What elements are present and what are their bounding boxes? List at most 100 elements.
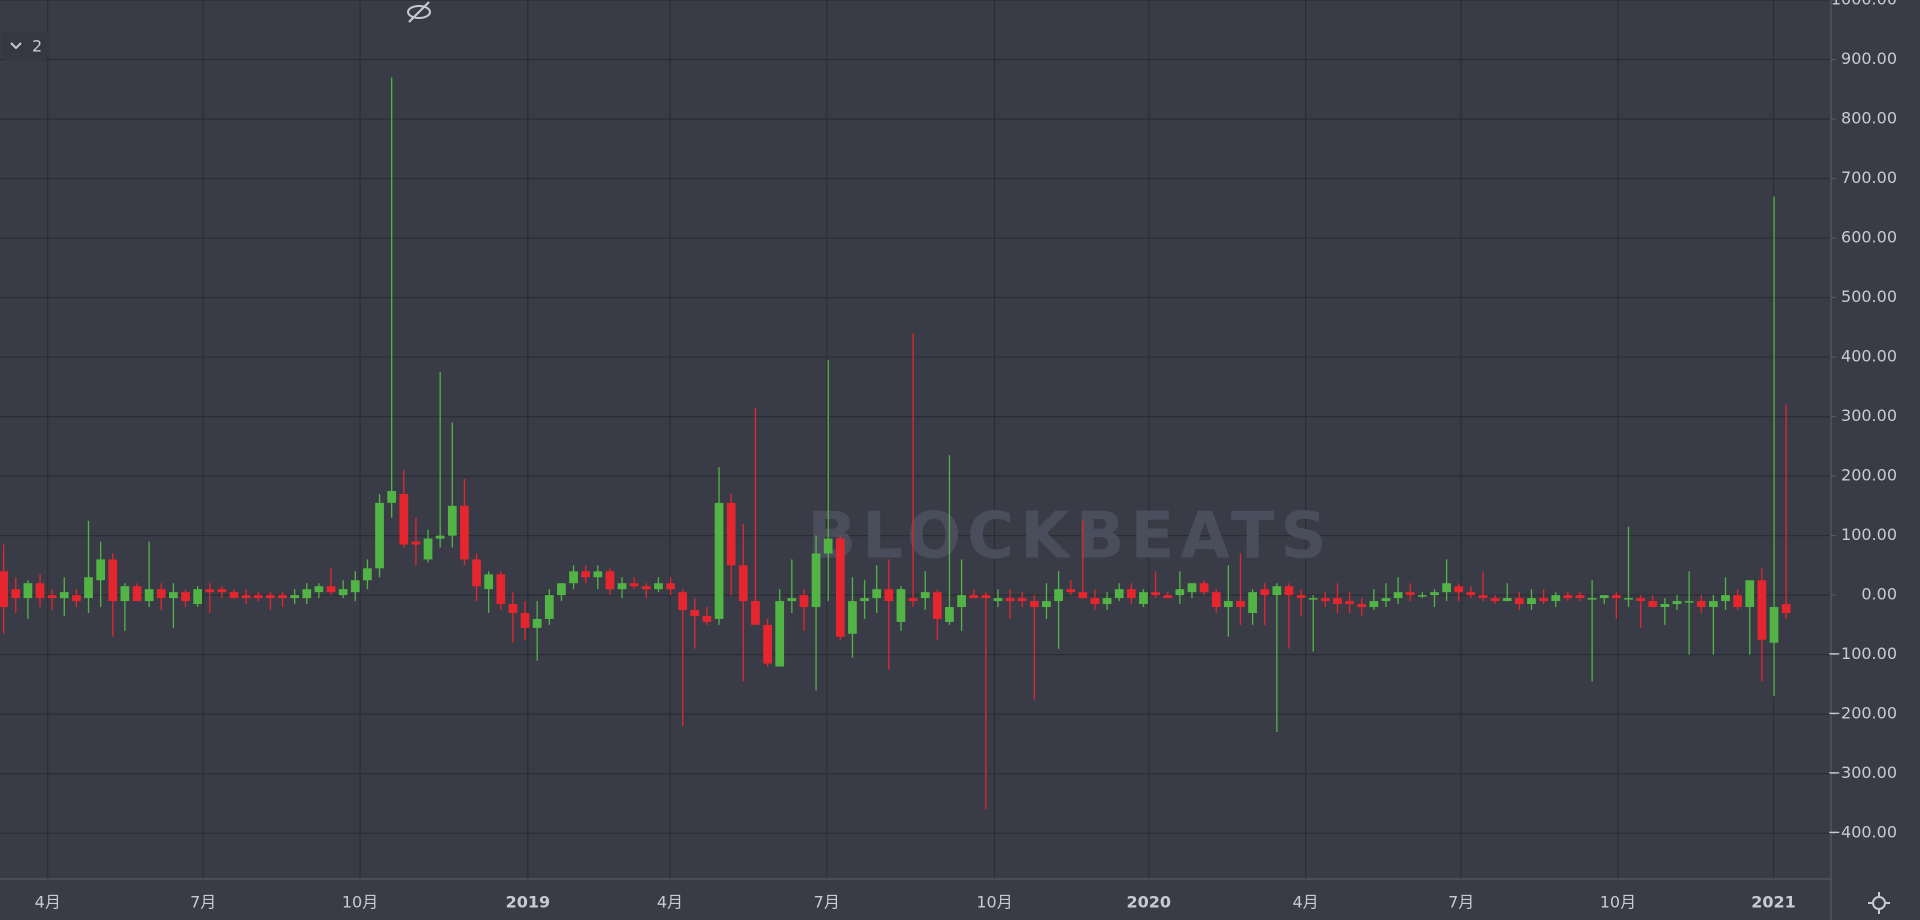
candle-body (763, 624, 772, 664)
candle-body (641, 586, 651, 590)
candle-body (35, 583, 45, 599)
candle-body (375, 502, 384, 569)
candle-body (690, 610, 700, 616)
settings-icon[interactable] (1868, 892, 1890, 914)
candle-body (1624, 598, 1633, 600)
x-tick-label: 4月 (657, 893, 683, 912)
candle-body (1490, 598, 1500, 602)
candle-body (835, 538, 845, 637)
candle-body (314, 586, 324, 593)
candle-body (1502, 598, 1512, 602)
candle-body (666, 583, 675, 590)
candle-body (1151, 592, 1160, 596)
candle-body (108, 559, 118, 602)
candle-body (593, 571, 603, 578)
candle-body (932, 592, 942, 619)
candle-body (1066, 589, 1076, 593)
candle-body (1417, 595, 1427, 597)
candle-body (848, 601, 857, 634)
candle-body (132, 586, 142, 602)
candle-body (447, 505, 457, 536)
candle-body (884, 589, 894, 602)
candle-body (1405, 592, 1415, 596)
candle-body (1163, 595, 1173, 599)
candle-body (617, 583, 627, 590)
candle-body (205, 589, 215, 593)
candle-body (1272, 586, 1282, 596)
candle-body (338, 589, 348, 596)
y-tick-label: 300.00 (1841, 406, 1897, 425)
candle-body (1248, 592, 1257, 613)
candle-body (217, 589, 227, 593)
candle-body (1017, 598, 1027, 602)
candle-body (96, 559, 106, 581)
candle-body (1320, 598, 1330, 602)
candle-body (326, 586, 336, 593)
candle-body (59, 592, 69, 599)
candle-body (702, 615, 712, 622)
hide-icon[interactable] (407, 1, 431, 23)
candle-body (1636, 598, 1645, 602)
candle-body (1454, 586, 1464, 593)
candle-body (811, 553, 821, 608)
candle-body (1333, 598, 1342, 605)
watermark: BLOCKBEATS (807, 500, 1332, 574)
candle-body (945, 607, 954, 622)
candle-body (557, 583, 566, 596)
candle-body (1527, 598, 1536, 605)
candle-body (738, 565, 748, 602)
candle-body (860, 598, 869, 602)
candle-body (193, 589, 203, 605)
candle-body (47, 595, 57, 599)
candle-body (496, 574, 506, 605)
candle-body (1660, 604, 1670, 608)
candle-body (484, 574, 494, 590)
candle-body (1442, 583, 1451, 593)
x-tick-label: 7月 (1448, 893, 1474, 912)
candle-body (957, 595, 966, 608)
candle-body (1139, 592, 1148, 605)
candle-body (1672, 601, 1682, 605)
candle-body (1029, 601, 1039, 608)
candle-body (1478, 595, 1488, 599)
candle-body (472, 559, 481, 587)
candle-body (423, 538, 433, 560)
indicator-toggle[interactable] (2, 32, 48, 60)
chevron-icon (10, 42, 22, 50)
candle-body (993, 598, 1003, 602)
candle-body (290, 595, 300, 599)
candle-body (1296, 595, 1306, 599)
candle-body (1260, 589, 1270, 596)
candle-body (399, 493, 409, 545)
candles (0, 77, 1791, 810)
candle-body (1357, 604, 1367, 608)
candle-body (84, 577, 93, 599)
candle-body (11, 589, 21, 599)
x-tick-label: 7月 (814, 893, 840, 912)
candle-body (678, 592, 688, 611)
candle-body (1599, 595, 1609, 599)
candle-body (278, 595, 287, 599)
candle-body (363, 568, 372, 581)
candle-body (969, 595, 979, 599)
x-tick-label: 2019 (506, 893, 551, 912)
y-tick-label: 800.00 (1841, 109, 1897, 128)
y-tick-label: −400.00 (1828, 823, 1897, 842)
candle-body (1199, 583, 1209, 593)
candle-body (508, 604, 518, 613)
candle-body (1684, 601, 1694, 603)
x-tick-label: 2020 (1127, 893, 1172, 912)
y-tick-label: 1000.00 (1831, 0, 1897, 9)
candle-body (1090, 598, 1100, 605)
candle-body (1381, 598, 1391, 602)
candle-body (144, 589, 154, 602)
candle-body (920, 592, 930, 599)
indicator-label: 2 (32, 37, 42, 56)
candle-body (654, 583, 663, 590)
candle-body (751, 601, 760, 625)
candle-body (266, 595, 275, 599)
candle-body (1696, 601, 1706, 608)
grid (0, 0, 1831, 879)
candle-body (1393, 592, 1403, 599)
